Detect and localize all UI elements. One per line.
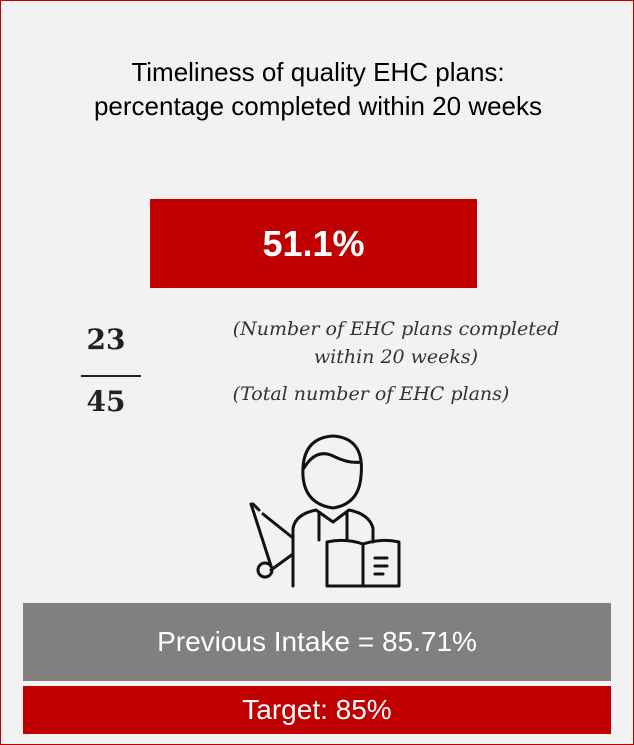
title: Timeliness of quality EHC plans: percent… — [1, 55, 634, 123]
denominator-note: (Total number of EHC plans) — [232, 383, 510, 405]
numerator-note: (Number of EHC plans completed within 20… — [191, 315, 601, 371]
teacher-icon — [249, 434, 401, 588]
fraction-bar — [81, 375, 141, 377]
previous-intake: Previous Intake = 85.71% — [23, 603, 611, 681]
numerator: 23 — [86, 323, 126, 356]
denominator: 45 — [86, 385, 126, 418]
title-line: percentage completed within 20 weeks — [93, 91, 543, 121]
note-line: within 20 weeks) — [313, 346, 479, 368]
target: Target: 85% — [23, 686, 611, 734]
kpi-value: 51.1% — [150, 199, 477, 288]
note-line: (Number of EHC plans completed — [232, 318, 560, 340]
title-line: Timeliness of quality EHC plans: — [131, 57, 505, 87]
